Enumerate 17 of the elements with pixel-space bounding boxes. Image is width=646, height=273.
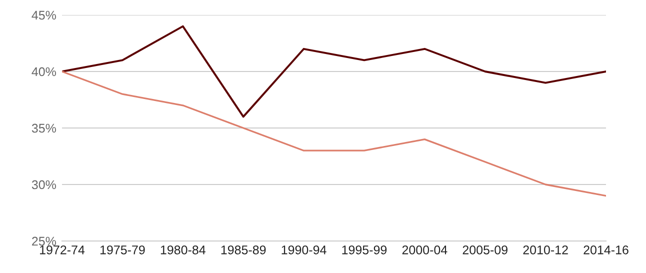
- x-tick-label: 2010-12: [523, 245, 568, 254]
- line-series: [62, 70, 606, 197]
- x-tick-label: 1975-79: [100, 245, 145, 254]
- x-tick-label: 1985-89: [221, 245, 266, 254]
- x-tick-label: 1990-94: [282, 245, 326, 254]
- y-tick-label: 45%: [32, 10, 56, 20]
- x-tick-label: 1972-74: [40, 245, 85, 254]
- x-tick-label: 2000-04: [402, 245, 448, 254]
- x-tick-label: 2005-09: [462, 245, 508, 254]
- x-tick-label: 2014-16: [584, 245, 628, 254]
- y-tick-label: 35%: [32, 124, 56, 133]
- y-tick-label: 40%: [32, 67, 56, 76]
- y-tick-label: 30%: [32, 180, 56, 190]
- x-tick-label: 1980-84: [160, 245, 206, 254]
- line-series: [62, 25, 606, 118]
- y-tick-label: 25%: [32, 236, 56, 246]
- x-tick-label: 1995-99: [342, 245, 387, 254]
